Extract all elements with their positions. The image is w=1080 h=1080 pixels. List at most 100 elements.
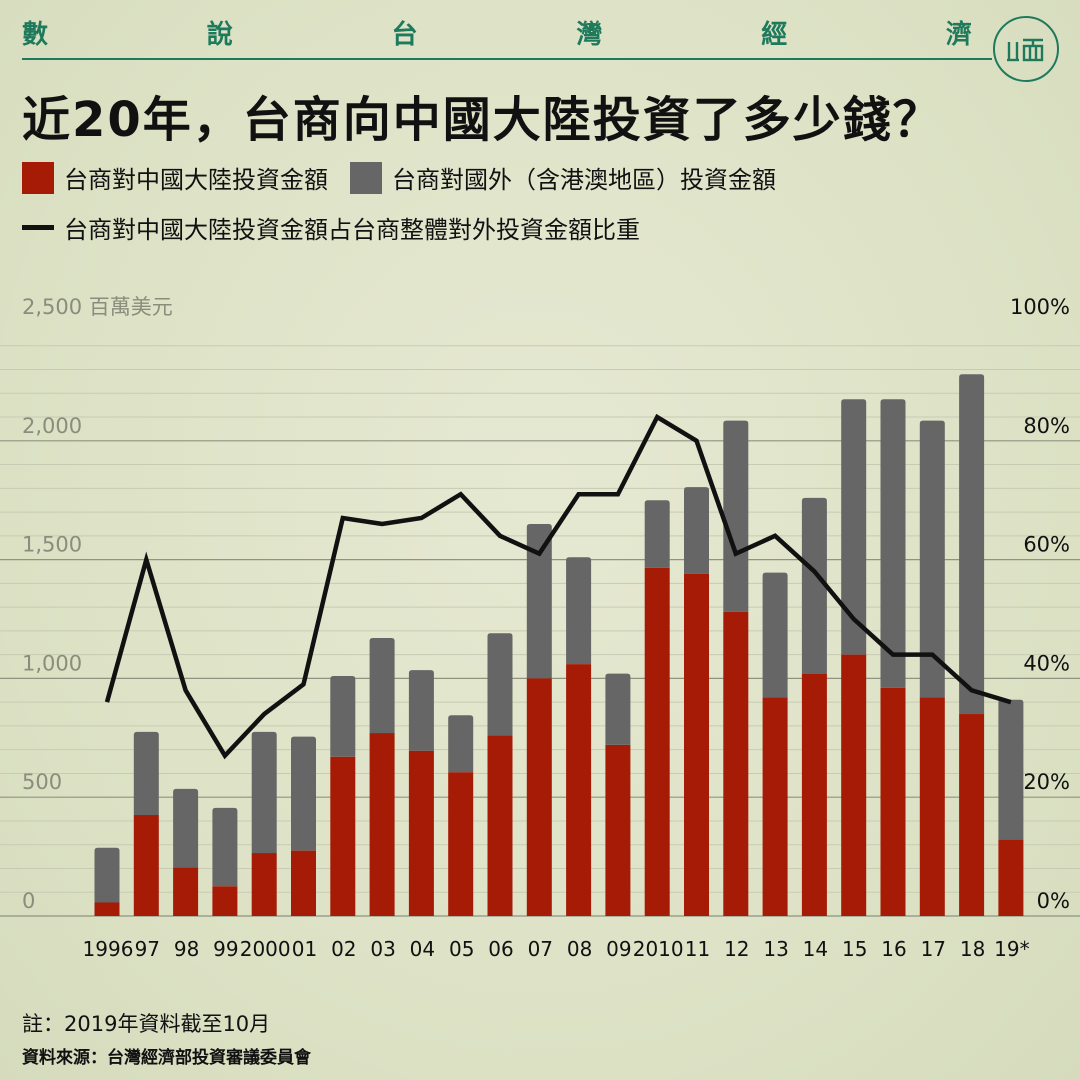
- y-tick-label: 2,500 百萬美元: [22, 295, 173, 319]
- x-tick-label: 08: [567, 937, 592, 961]
- bar-abroad: [291, 736, 316, 851]
- bar-mainland: [330, 756, 356, 916]
- header-rule: [22, 58, 992, 60]
- bar-mainland: [919, 697, 945, 916]
- bar-abroad: [605, 673, 631, 745]
- y2-tick-label: 80%: [1023, 414, 1070, 438]
- bar-abroad: [330, 676, 356, 757]
- x-tick-label: 11: [685, 937, 710, 961]
- y2-tick-label: 60%: [1023, 533, 1070, 557]
- x-tick-label: 1996: [83, 937, 134, 961]
- bar-mainland: [448, 772, 474, 916]
- bar-abroad: [684, 487, 709, 574]
- bar-mainland: [251, 853, 277, 916]
- bar-abroad: [762, 572, 788, 698]
- bar-mainland: [959, 714, 985, 916]
- x-tick-label: 05: [449, 937, 474, 961]
- bar-mainland: [487, 735, 513, 916]
- x-tick-label: 2010: [633, 937, 684, 961]
- bar-mainland: [566, 664, 592, 916]
- x-tick-label: 06: [488, 937, 513, 961]
- x-tick-label: 04: [410, 937, 435, 961]
- x-tick-label: 15: [842, 937, 867, 961]
- bar-mainland: [998, 839, 1024, 916]
- x-tick-label: 99: [213, 937, 238, 961]
- bar-mainland: [605, 744, 631, 916]
- x-tick-label: 02: [331, 937, 356, 961]
- legend-line-row: 台商對中國大陸投資金額占台商整體對外投資金額比重: [22, 210, 640, 245]
- legend: 台商對中國大陸投資金額 台商對國外（含港澳地區）投資金額: [22, 160, 776, 195]
- bar-mainland: [644, 567, 670, 916]
- x-tick-label: 01: [292, 937, 317, 961]
- bar-abroad: [448, 715, 474, 773]
- bar-abroad: [94, 847, 120, 903]
- bar-abroad: [841, 399, 867, 655]
- x-tick-label: 19*: [994, 937, 1029, 961]
- bar-abroad: [251, 731, 277, 854]
- share-line-path: [104, 413, 1012, 760]
- bar-mainland: [94, 902, 120, 916]
- x-tick-label: 98: [174, 937, 199, 961]
- bar-mainland: [841, 654, 867, 916]
- legend-label-share: 台商對中國大陸投資金額占台商整體對外投資金額比重: [64, 216, 640, 244]
- series-char: 經: [761, 20, 788, 50]
- bar-abroad: [408, 670, 434, 751]
- brand-logo: [993, 16, 1059, 82]
- y-tick-label: 500: [22, 770, 62, 794]
- bar-mainland: [526, 678, 552, 916]
- series-char: 台: [391, 20, 418, 50]
- legend-label-mainland: 台商對中國大陸投資金額: [64, 166, 328, 194]
- bars: [94, 374, 1024, 916]
- y2-tick-label: 100%: [1010, 295, 1070, 319]
- bar-mainland: [173, 867, 199, 916]
- chart-title: 近20年，台商向中國大陸投資了多少錢？: [22, 92, 943, 148]
- legend-swatch-mainland: [22, 161, 54, 194]
- series-char: 濟: [945, 20, 972, 50]
- x-tick-label: 12: [724, 937, 749, 961]
- series-header: 數 說 台 灣 經 濟: [22, 14, 972, 51]
- bar-mainland: [801, 673, 827, 916]
- logo-mark-icon: [1007, 38, 1044, 62]
- x-tick-label: 13: [763, 937, 788, 961]
- bar-mainland: [212, 886, 238, 916]
- x-tick-label: 18: [960, 937, 985, 961]
- x-tick-label: 09: [606, 937, 631, 961]
- x-tick-label: 2000: [240, 937, 291, 961]
- series-char: 灣: [576, 20, 603, 50]
- x-tick-label: 14: [803, 937, 828, 961]
- bar-abroad: [487, 633, 513, 736]
- bar-mainland: [369, 733, 395, 916]
- bar-abroad: [723, 420, 749, 612]
- bar-mainland: [880, 687, 906, 916]
- legend-label-abroad: 台商對國外（含港澳地區）投資金額: [392, 166, 776, 194]
- share-line: [104, 413, 1012, 760]
- series-char: 說: [206, 20, 233, 50]
- x-tick-label: 97: [135, 937, 160, 961]
- bar-mainland: [723, 611, 749, 916]
- source-note: 資料來源：台灣經濟部投資審議委員會: [22, 1048, 311, 1068]
- bar-abroad: [919, 420, 945, 698]
- bar-mainland: [684, 573, 709, 916]
- y-tick-label: 2,000: [22, 414, 82, 438]
- legend-swatch-abroad: [350, 161, 382, 194]
- bar-abroad: [566, 557, 592, 665]
- bar-mainland: [762, 697, 788, 916]
- x-tick-labels: 1996 97 98 99 2000 01 02 03 04 05 06 07 08 09 2010 11 12…: [83, 937, 1030, 961]
- bar-abroad: [212, 807, 238, 887]
- x-tick-label: 16: [881, 937, 906, 961]
- axis-labels: 0 500 1,000 1,500 2,000 2,500 百萬美元 0% 20% 40% 60%…: [22, 295, 1070, 913]
- legend-swatch-share: [22, 225, 54, 230]
- y2-tick-label: 20%: [1023, 770, 1070, 794]
- bar-mainland: [408, 750, 434, 916]
- x-tick-label: 17: [921, 937, 946, 961]
- bar-abroad: [173, 788, 199, 868]
- bar-abroad: [998, 699, 1024, 840]
- series-char: 數: [22, 20, 49, 50]
- x-tick-label: 03: [370, 937, 395, 961]
- bar-abroad: [880, 399, 906, 688]
- bar-abroad: [801, 497, 827, 674]
- y-tick-label: 1,500: [22, 533, 82, 557]
- bar-abroad: [369, 638, 395, 734]
- bar-abroad: [959, 374, 985, 715]
